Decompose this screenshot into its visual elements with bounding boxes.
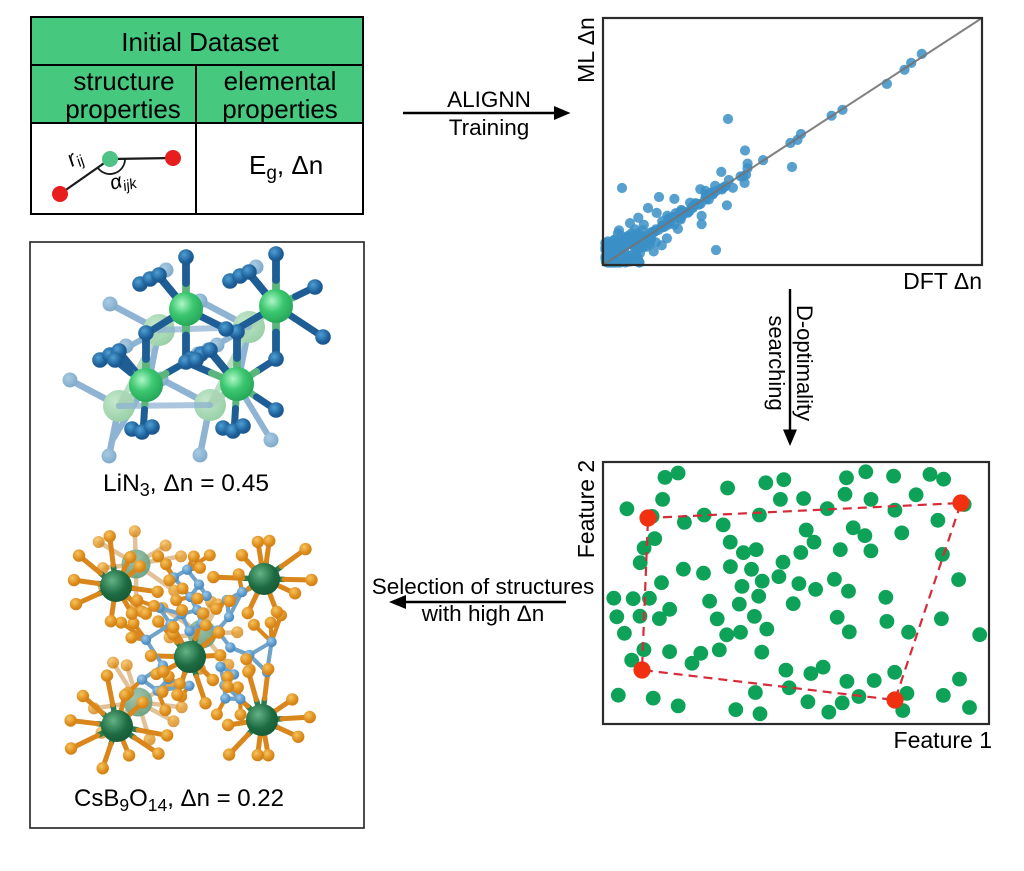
svg-text:ML Δn: ML Δn — [573, 17, 599, 83]
svg-text:with high Δn: with high Δn — [421, 601, 545, 626]
svg-text:properties: properties — [65, 94, 181, 124]
svg-text:ALIGNN: ALIGNN — [447, 87, 531, 112]
svg-text:D-optimality: D-optimality — [792, 305, 817, 421]
svg-text:Initial Dataset: Initial Dataset — [121, 27, 279, 57]
svg-text:Feature 2: Feature 2 — [573, 460, 599, 558]
svg-text:Training: Training — [449, 115, 529, 140]
svg-text:properties: properties — [222, 94, 338, 124]
svg-text:elemental: elemental — [224, 66, 337, 96]
svg-text:structure: structure — [73, 66, 174, 96]
svg-text:DFT Δn: DFT Δn — [903, 268, 982, 294]
svg-text:Eg, Δn: Eg, Δn — [249, 150, 323, 184]
svg-text:searching: searching — [764, 315, 789, 410]
svg-text:CsB9O14, Δn = 0.22: CsB9O14, Δn = 0.22 — [74, 785, 284, 815]
svg-text:Selection of structures: Selection of structures — [372, 574, 595, 599]
svg-text:Feature 1: Feature 1 — [894, 727, 992, 753]
svg-text:LiN3, Δn = 0.45: LiN3, Δn = 0.45 — [103, 470, 269, 500]
